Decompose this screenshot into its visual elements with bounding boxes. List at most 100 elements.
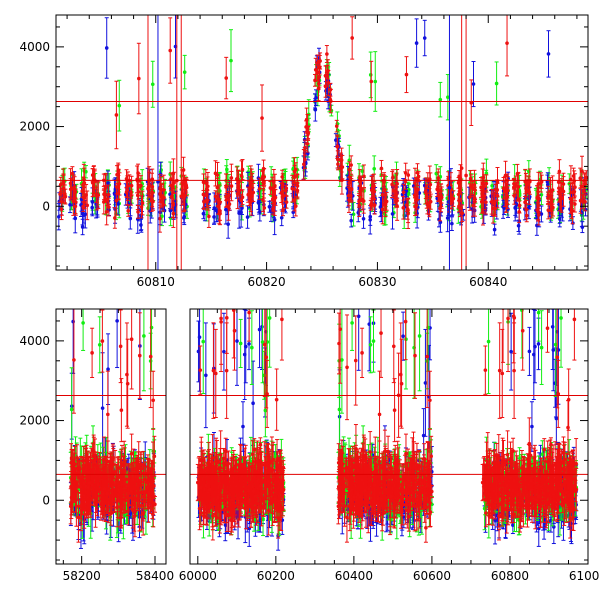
top-red-point <box>204 187 209 191</box>
top-red-point <box>140 201 145 205</box>
top-red-point <box>379 166 384 171</box>
top-red-point <box>524 213 529 218</box>
top-green-point <box>347 158 352 163</box>
top-red-point <box>338 158 343 162</box>
top-red-point <box>427 200 432 205</box>
top-red-point <box>218 211 222 216</box>
top-red-point <box>347 198 351 202</box>
top-red-point <box>391 175 395 180</box>
top-blue-point <box>212 206 217 210</box>
top-red-point <box>216 197 220 202</box>
top-red-point <box>546 193 551 197</box>
top-y-tick-label: 2000 <box>19 120 50 134</box>
top-blue-point <box>201 211 206 216</box>
top-red-point <box>561 189 566 194</box>
top-y-tick-label: 0 <box>42 199 50 213</box>
top-red-point <box>436 176 441 180</box>
top-red-point <box>512 185 516 190</box>
top-red-point <box>207 214 211 219</box>
top-red-point <box>272 180 276 184</box>
top-red-point <box>517 203 522 208</box>
top-red-point <box>504 201 509 205</box>
top-red-point <box>204 198 209 202</box>
top-red-point <box>328 97 333 102</box>
top-green-point <box>484 171 489 175</box>
top-red-outlier-point <box>459 166 464 170</box>
top-green-point <box>539 192 544 197</box>
top-red-point <box>171 203 176 207</box>
top-red-point <box>334 124 339 128</box>
top-red-point <box>569 207 574 211</box>
bottom-blue-point <box>100 406 105 410</box>
top-blue-point <box>226 222 230 226</box>
top-red-point <box>168 48 173 53</box>
top-blue-point <box>245 215 250 219</box>
top-data-layer <box>56 15 588 270</box>
top-red-point <box>491 200 495 205</box>
top-blue-point <box>450 221 454 226</box>
top-blue-point <box>212 215 216 219</box>
top-red-point <box>184 185 189 190</box>
top-blue-point <box>313 99 317 103</box>
top-red-point <box>70 171 75 176</box>
top-red-point <box>157 186 162 191</box>
top-green-point <box>490 183 494 188</box>
bottom-blue-point <box>71 319 75 324</box>
top-red-point <box>557 169 562 174</box>
top-red-point <box>505 185 509 189</box>
top-red-point <box>401 190 406 194</box>
top-red-point <box>360 197 364 202</box>
top-red-point <box>449 194 453 198</box>
top-blue-point <box>471 82 476 86</box>
top-red-point <box>526 181 530 185</box>
top-blue-point <box>272 217 277 222</box>
top-red-point <box>460 211 464 216</box>
top-red-point <box>182 196 186 200</box>
top-red-point <box>261 198 265 202</box>
top-red-point <box>580 184 584 188</box>
top-red-point <box>236 185 241 189</box>
top-red-point <box>290 186 295 191</box>
top-blue-point <box>580 225 585 229</box>
top-red-point <box>104 209 109 214</box>
top-blue-point <box>313 107 318 112</box>
top-green-point <box>438 97 443 102</box>
top-axes: 60810 60820 60830 60840 0 2000 4000 <box>19 14 589 289</box>
top-red-point <box>106 192 111 197</box>
top-green-point <box>225 167 229 172</box>
top-green-point <box>117 103 122 108</box>
top-x-tick-label: 60820 <box>247 275 285 289</box>
top-red-point <box>503 189 507 194</box>
top-red-point <box>581 200 585 204</box>
top-red-point <box>551 205 555 210</box>
top-red-point <box>380 192 385 197</box>
top-red-point <box>493 206 498 211</box>
top-blue-point <box>182 214 187 219</box>
top-blue-point <box>128 216 133 221</box>
top-green-point <box>373 79 378 84</box>
top-red-point <box>484 200 488 204</box>
top-red-point <box>501 186 506 191</box>
top-red-point <box>570 190 575 195</box>
top-blue-point <box>82 213 86 217</box>
top-red-point <box>315 61 320 65</box>
top-red-point <box>61 182 66 186</box>
top-red-point <box>270 197 275 202</box>
top-red-point <box>335 144 340 149</box>
top-red-point <box>294 167 298 172</box>
top-red-point <box>382 180 386 184</box>
bottom-left-data-layer <box>56 309 166 549</box>
top-x-tick-label: 60830 <box>358 275 396 289</box>
top-blue-point <box>368 214 373 219</box>
top-blue-point <box>168 208 173 213</box>
bottom-blue-point <box>115 319 119 323</box>
top-red-point <box>235 191 240 196</box>
top-red-point <box>395 204 399 208</box>
top-red-point <box>414 203 419 208</box>
top-red-outlier-point <box>179 194 184 199</box>
top-red-point <box>102 192 106 197</box>
top-red-point <box>482 184 487 189</box>
top-red-point <box>362 174 366 179</box>
top-red-point <box>516 184 521 189</box>
top-red-point <box>139 183 143 188</box>
